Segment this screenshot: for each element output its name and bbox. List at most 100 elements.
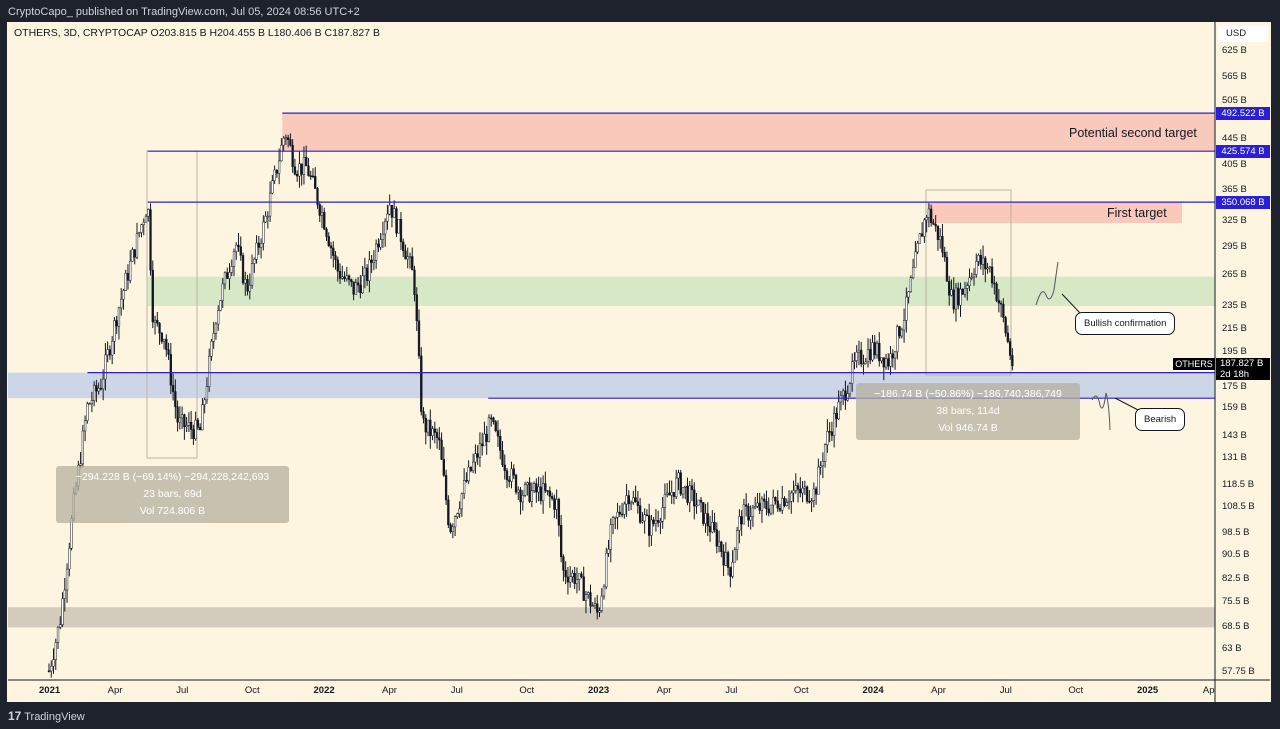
candle-up <box>341 276 344 279</box>
candle-down <box>415 294 418 322</box>
tradingview-logo[interactable]: 17 TradingView <box>8 709 85 723</box>
candle-up <box>221 283 224 301</box>
candle-down <box>948 281 951 296</box>
candle-down <box>957 287 960 306</box>
candle-down <box>171 384 175 392</box>
candle-up <box>460 493 464 510</box>
time-tick: Jul <box>450 685 463 696</box>
candle-down <box>192 429 195 440</box>
candle-up <box>772 497 775 506</box>
candle-up <box>248 284 251 292</box>
candle-down <box>311 175 315 178</box>
candle-up <box>880 357 883 362</box>
time-tick: Jul <box>999 685 1012 696</box>
symbol-price-tag: OTHERS <box>1173 358 1215 370</box>
candle-up <box>641 520 644 523</box>
candle-down <box>485 433 488 442</box>
candle-down <box>1006 332 1010 342</box>
price-tick: 215 B <box>1222 323 1247 335</box>
candle-down <box>399 219 403 243</box>
candle-up <box>264 215 267 223</box>
candle-up <box>855 351 858 361</box>
candle-up <box>361 275 364 294</box>
candle-down <box>835 413 838 420</box>
candle-down <box>783 498 786 506</box>
candle-up <box>120 298 123 309</box>
candle-down <box>539 486 542 502</box>
candle-down <box>476 453 479 458</box>
candle-up <box>277 160 281 174</box>
candle-down <box>350 279 353 282</box>
candle-down <box>722 551 725 566</box>
candle-up <box>803 486 806 489</box>
candle-down <box>932 222 935 225</box>
candle-up <box>598 610 601 613</box>
candle-up <box>966 285 969 289</box>
candle-up <box>986 267 989 270</box>
candle-up <box>68 547 71 570</box>
candle-up <box>147 209 150 217</box>
candle-up <box>735 530 739 551</box>
candle-up <box>663 493 667 508</box>
candle-up <box>345 275 348 280</box>
candle-down <box>334 255 337 261</box>
candle-up <box>611 517 615 525</box>
candle-down <box>778 507 782 511</box>
candle-down <box>814 488 818 495</box>
candle-up <box>180 414 184 419</box>
candle-up <box>963 288 967 295</box>
candle-down <box>307 165 310 176</box>
candle-up <box>541 483 545 502</box>
potential-second-target-zone <box>282 113 1215 152</box>
time-tick: 2024 <box>862 685 884 696</box>
candle-up <box>911 267 915 279</box>
candle-up <box>925 217 928 221</box>
level-price-label: 492.522 B <box>1216 107 1270 121</box>
candle-down <box>995 283 998 301</box>
candle-down <box>546 490 549 492</box>
candle-up <box>510 468 513 482</box>
candle-up <box>659 520 662 523</box>
candle-down <box>413 269 416 295</box>
candle-up <box>271 180 274 194</box>
candle-up <box>756 502 759 507</box>
candle-up <box>889 353 892 367</box>
candle-up <box>537 486 540 493</box>
candle-down <box>544 483 547 491</box>
candle-up <box>262 221 265 244</box>
candle-up <box>600 595 603 611</box>
candle-up <box>368 259 371 281</box>
candle-down <box>799 488 802 494</box>
candle-up <box>111 340 114 356</box>
candle-down <box>343 276 346 280</box>
candle-down <box>338 270 342 279</box>
candle-down <box>668 492 671 496</box>
candle-up <box>812 488 815 501</box>
candle-up <box>212 333 215 342</box>
candle-up <box>643 514 646 522</box>
candle-up <box>670 492 673 496</box>
price-tick: 365 B <box>1222 184 1247 196</box>
candle-up <box>666 492 669 495</box>
candle-down <box>796 485 800 490</box>
candle-up <box>255 242 258 260</box>
candle-up <box>129 260 132 281</box>
candle-down <box>503 464 506 471</box>
candle-up <box>230 266 233 273</box>
candle-up <box>684 485 687 488</box>
candle-up <box>632 497 635 503</box>
candle-down <box>715 529 718 547</box>
currency-label[interactable]: USD <box>1218 26 1268 42</box>
candle-up <box>388 204 391 215</box>
candle-down <box>645 514 649 516</box>
candle-up <box>848 383 852 394</box>
candle-down <box>548 490 552 497</box>
candle-up <box>384 221 387 235</box>
candle-up <box>194 419 197 440</box>
candle-up <box>751 507 755 517</box>
candle-down <box>365 267 369 281</box>
symbol-legend: OTHERS, 3D, CRYPTOCAP O203.815 B H204.45… <box>14 27 380 39</box>
candle-down <box>429 419 432 436</box>
callout-pointer <box>1114 397 1141 412</box>
